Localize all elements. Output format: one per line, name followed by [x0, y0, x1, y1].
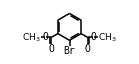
Text: CH$_3$: CH$_3$	[98, 31, 117, 44]
Text: O: O	[43, 32, 49, 42]
Text: CH$_3$: CH$_3$	[22, 31, 41, 44]
Text: O: O	[48, 44, 54, 54]
Text: O: O	[90, 32, 96, 42]
Text: Br: Br	[64, 46, 75, 56]
Text: O: O	[85, 44, 91, 54]
